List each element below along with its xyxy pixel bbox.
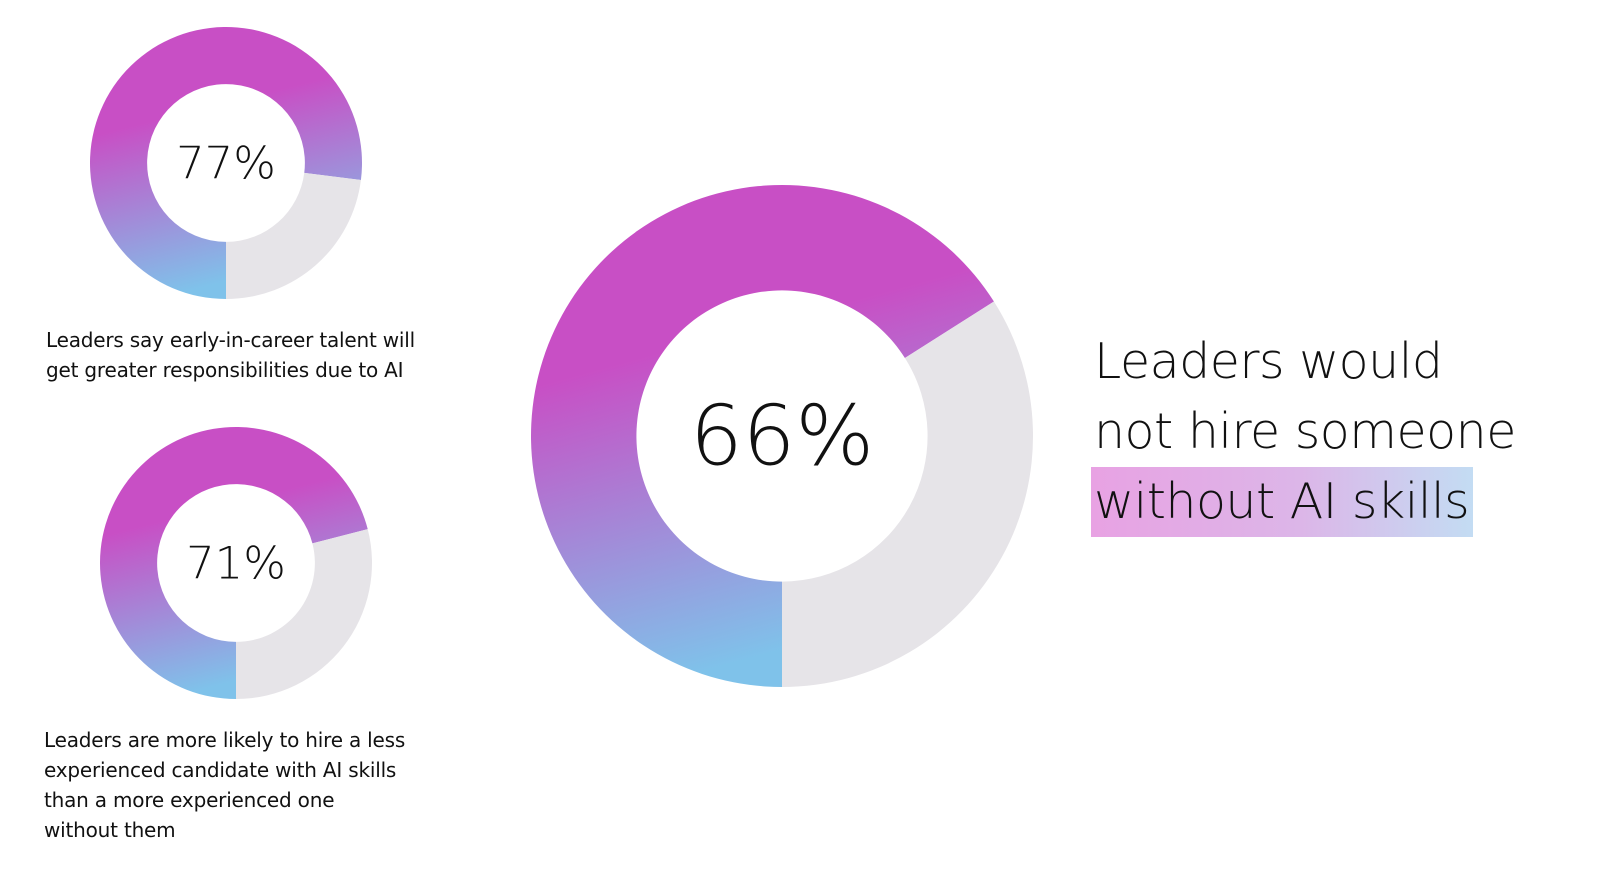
- donut-caption-early-career: Leaders say early-in-career talent will …: [46, 328, 415, 382]
- donut-svg: 77%: [90, 27, 362, 299]
- donut-center-label: 77%: [176, 137, 276, 190]
- donut-center-label: 71%: [186, 537, 286, 590]
- donut-chart-71: 71%: [100, 427, 372, 699]
- donut-chart-66: 66%: [531, 185, 1033, 687]
- headline-line-1: Leaders would: [1094, 333, 1443, 390]
- headline-line-3: without AI skills: [1091, 467, 1574, 537]
- donut-svg: 71%: [100, 427, 372, 699]
- headline-line-2: not hire someone: [1094, 403, 1516, 460]
- donut-caption-less-experienced: Leaders are more likely to hire a less e…: [44, 728, 406, 842]
- donut-chart-77: 77%: [90, 27, 362, 299]
- donut-slice-value: [531, 185, 994, 687]
- donut-slice-remainder: [226, 172, 361, 299]
- donut-center-label: 66%: [690, 388, 874, 485]
- donut-slice-value: [100, 427, 368, 699]
- donut-slice-remainder: [236, 529, 372, 699]
- donut-svg: 66%: [531, 185, 1033, 687]
- headline-highlight: without AI skills: [1091, 467, 1474, 537]
- donut-slice-value: [90, 27, 362, 299]
- donut-slice-remainder: [782, 301, 1033, 687]
- headline: Leaders would not hire someone without A…: [1091, 327, 1574, 537]
